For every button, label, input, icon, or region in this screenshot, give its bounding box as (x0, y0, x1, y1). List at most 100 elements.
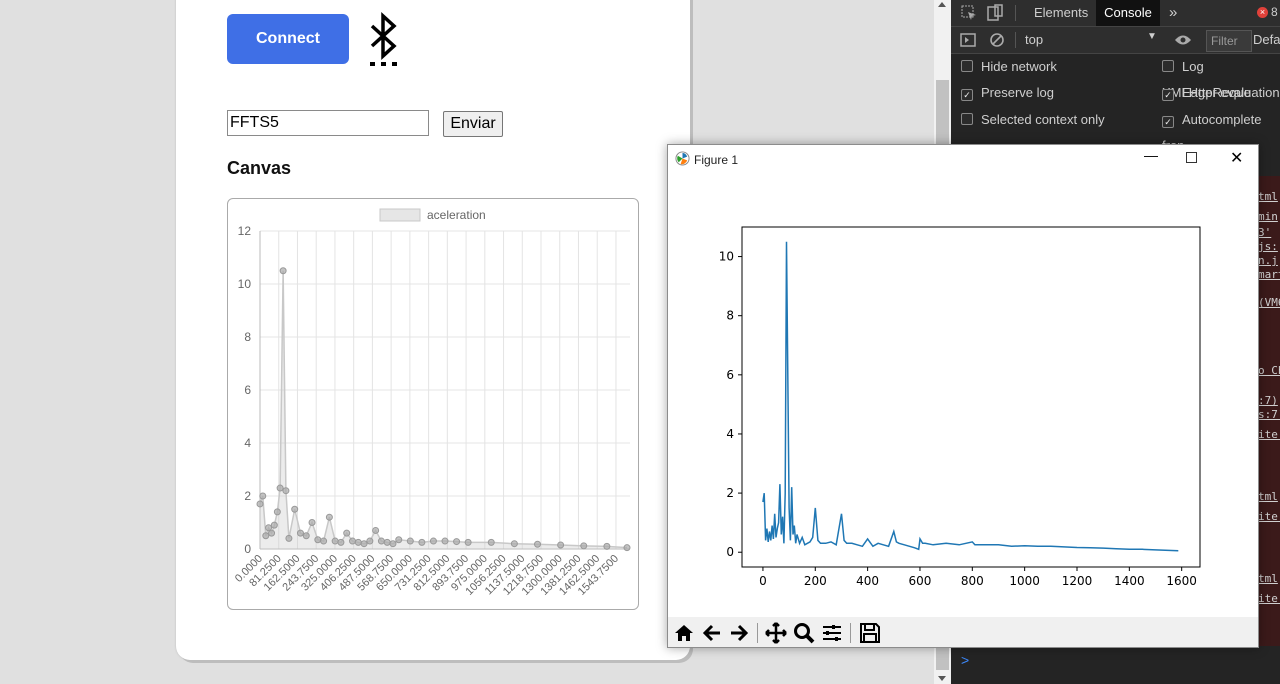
maximize-icon[interactable] (1186, 152, 1197, 163)
tab-console[interactable]: Console (1096, 0, 1160, 26)
data-point (418, 538, 426, 546)
plot-axes-frame (741, 226, 1201, 568)
send-button[interactable]: Enviar (443, 111, 503, 137)
console-source-link[interactable]: mart (1258, 268, 1280, 281)
scroll-down-arrow-icon[interactable] (938, 676, 946, 681)
console-source-link[interactable]: :7) (1258, 394, 1278, 407)
checkbox-box[interactable] (961, 113, 973, 125)
y-tick-label: 0 (244, 542, 251, 556)
web-page-card: Connect Enviar Canvas aceleration 0 2 4 6 8 10… (176, 0, 690, 660)
console-error-strip (1257, 176, 1280, 646)
matplotlib-logo-icon (675, 151, 690, 166)
data-point (377, 537, 385, 545)
data-point (441, 537, 449, 545)
checkbox-box[interactable]: ✓ (1162, 116, 1174, 128)
data-point (354, 538, 362, 546)
figure-plot: 0 2 4 6 8 10 0 200 400 600 800 1000 1200 1400 1600 (719, 226, 1201, 588)
data-point (389, 540, 397, 548)
home-icon[interactable] (672, 621, 696, 645)
console-source-link[interactable]: min (1258, 210, 1278, 223)
data-point (360, 540, 368, 548)
back-icon[interactable] (700, 621, 724, 645)
data-point (343, 529, 351, 537)
data-point (453, 538, 461, 546)
context-dropdown-icon[interactable]: ▼ (1147, 31, 1157, 42)
series-line (762, 241, 1179, 552)
checkbox-box[interactable] (961, 60, 973, 72)
pan-icon[interactable] (764, 621, 788, 645)
y-tick-label: 2 (244, 489, 251, 503)
minimize-icon[interactable]: — (1144, 147, 1158, 163)
console-toolbar: top ▼ Filter Defa (951, 27, 1280, 54)
more-tabs-icon[interactable]: » (1169, 4, 1178, 21)
data-point (256, 500, 264, 508)
console-source-link[interactable]: ite. (1258, 592, 1280, 605)
data-point (262, 532, 270, 540)
console-source-link[interactable]: o Ch (1258, 364, 1280, 377)
console-source-link[interactable]: n.j (1258, 254, 1278, 267)
preserve-log-checkbox[interactable]: ✓ Preserve log (961, 80, 1054, 106)
console-prompt[interactable]: > (961, 652, 970, 668)
data-point (395, 536, 403, 544)
error-icon[interactable]: × (1257, 7, 1268, 18)
autocomplete-checkbox[interactable]: ✓Autocomplete fron (1162, 107, 1280, 153)
sidebar-toggle-icon[interactable] (960, 32, 976, 48)
filter-input[interactable]: Filter (1206, 30, 1252, 52)
command-input[interactable] (227, 110, 429, 136)
save-icon[interactable] (858, 621, 882, 645)
data-point (279, 267, 287, 275)
context-selector[interactable]: top (1025, 32, 1044, 47)
console-source-link[interactable]: tml (1258, 190, 1278, 203)
console-source-link[interactable]: tml (1258, 572, 1278, 585)
connect-button[interactable]: Connect (227, 14, 349, 64)
console-source-link[interactable]: s:7) (1258, 408, 1280, 421)
acceleration-chart-container: aceleration 0 2 4 6 8 10 12 0.0000 81.2500 162.500… (227, 198, 639, 610)
hide-network-checkbox[interactable]: Hide network (961, 54, 1057, 80)
x-tick-label: 1400 (1114, 574, 1145, 588)
close-icon[interactable]: ✕ (1230, 150, 1244, 167)
checkbox-box[interactable]: ✓ (1162, 89, 1174, 101)
live-expression-eye-icon[interactable] (1174, 33, 1192, 47)
data-point (406, 537, 414, 545)
x-tick-label: 1200 (1062, 574, 1093, 588)
error-count: 8 (1271, 5, 1278, 19)
checkbox-box[interactable]: ✓ (961, 89, 973, 101)
inspect-element-icon[interactable] (961, 5, 977, 21)
console-source-link[interactable]: 3' (1258, 226, 1272, 239)
zoom-icon[interactable] (792, 621, 816, 645)
acceleration-chart: aceleration0246810120.000081.2500162.500… (233, 208, 631, 598)
data-point (331, 537, 339, 545)
scroll-up-arrow-icon[interactable] (938, 2, 946, 7)
log-xmlhttprequests-checkbox[interactable]: Log XMLHttpReque (1162, 59, 1251, 100)
data-point (320, 537, 328, 545)
console-source-link[interactable]: js: (1258, 240, 1278, 253)
eager-evaluation-checkbox[interactable]: ✓ Eager evaluation (1162, 80, 1280, 106)
clear-console-icon[interactable] (989, 32, 1005, 48)
data-point (557, 541, 565, 549)
y-tick-label: 8 (726, 309, 734, 323)
configure-icon[interactable] (820, 621, 844, 645)
data-point (259, 492, 267, 500)
tab-elements[interactable]: Elements (1034, 5, 1089, 20)
data-point (487, 538, 495, 546)
console-source-link[interactable]: tml (1258, 490, 1278, 503)
y-tick-label: 4 (726, 427, 734, 441)
data-point (372, 526, 380, 534)
devtools-tabbar: Elements Console » × 8 (951, 0, 1280, 27)
console-source-link[interactable]: ite. (1258, 510, 1280, 523)
selected-context-checkbox[interactable]: Selected context only (961, 107, 1105, 133)
data-point (580, 542, 588, 550)
checkbox-box[interactable] (1162, 60, 1174, 72)
device-toolbar-icon[interactable] (987, 4, 1003, 22)
y-tick-label: 12 (238, 224, 252, 238)
forward-icon[interactable] (727, 621, 751, 645)
log-levels-dropdown[interactable]: Defa (1253, 32, 1280, 47)
y-tick-label: 10 (719, 250, 734, 264)
data-point (268, 529, 276, 537)
x-tick-label: 200 (804, 574, 827, 588)
console-source-link[interactable]: (VM6 (1258, 296, 1280, 309)
figure-window: Figure 1 — ✕ 0 2 4 6 8 10 0 200 400 600 800 1000 120… (667, 144, 1259, 648)
console-source-link[interactable]: ite. (1258, 428, 1280, 441)
data-point (366, 537, 374, 545)
data-point (337, 538, 345, 546)
